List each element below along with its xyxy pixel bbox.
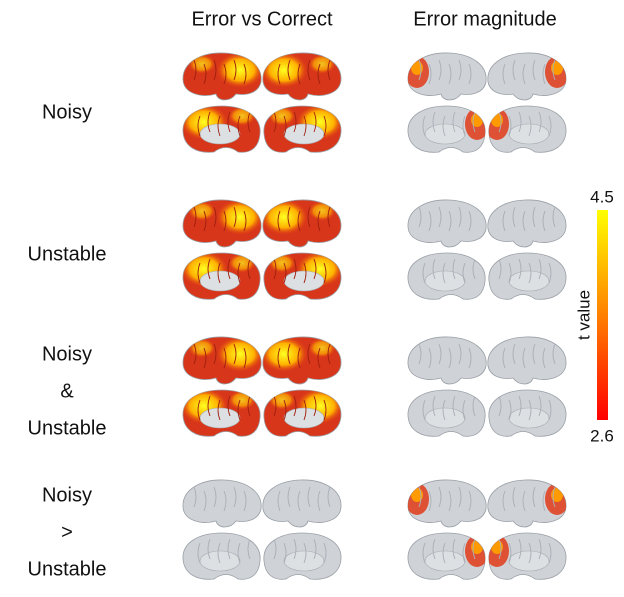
row-label: Unstable [28,243,107,265]
medial-wall [509,271,549,291]
brain [180,388,260,436]
brain [180,104,260,152]
row-label: Noisy [42,343,92,365]
brain [408,390,485,436]
medial-wall [200,408,240,428]
brain [260,52,341,100]
overlay [485,535,509,567]
figure: Error vs Correct Error magnitude Noisy Un… [0,0,624,592]
brain [405,480,486,527]
row-label: Noisy [42,484,92,506]
hot-spot [308,201,336,221]
overlay [465,108,489,140]
brain [264,533,341,579]
brain [264,251,344,299]
brain-surface [408,337,486,384]
medial-wall [284,271,324,291]
column-header: Error vs Correct [191,8,333,30]
hot-spot [308,54,336,74]
medial-wall [284,124,324,144]
colorbar-max: 4.5 [590,187,614,206]
hot-spot [216,52,264,88]
column-header: Error magnitude [413,8,556,30]
brain [264,388,344,436]
brain [408,106,489,152]
brain [488,200,566,247]
brain-surface [488,200,566,247]
brain [489,390,566,436]
brain [260,199,341,247]
brain [183,336,264,384]
brain-surface [263,480,341,527]
hot-spot [260,336,308,372]
brain-renderings [180,52,569,579]
brain [183,52,264,100]
brain [405,53,486,100]
hot-spot [188,338,216,358]
hot-spot [216,336,264,372]
brain [408,253,485,299]
medial-wall [509,408,549,428]
brain [183,533,260,579]
medial-wall [425,124,465,144]
brain [264,104,344,152]
brain [263,480,341,527]
brain [408,533,489,579]
brain [260,336,341,384]
brain [489,253,566,299]
hot-spot [260,199,308,235]
brain [408,200,486,247]
colorbar-label: t value [574,290,593,340]
row-label: Noisy [42,101,92,123]
medial-wall [284,551,324,571]
overlay [485,108,509,140]
row-label: & [60,380,74,402]
hot-spot [188,54,216,74]
row-label: Unstable [28,417,107,439]
overlay [465,535,489,567]
medial-wall [200,551,240,571]
brain [485,533,566,579]
medial-wall [284,408,324,428]
brain [488,53,569,100]
hot-spot [308,338,336,358]
brain [485,106,566,152]
row-labels: Noisy Unstable Noisy & Unstable Noisy > Unstabl… [28,101,107,580]
colorbar-min: 2.6 [590,426,614,445]
brain [183,480,261,527]
brain [408,337,486,384]
brain [488,337,566,384]
hot-spot [188,201,216,221]
colorbar [597,210,608,420]
medial-wall [509,124,549,144]
brain-surface [183,480,261,527]
row-label: > [61,521,73,543]
medial-wall [509,551,549,571]
brain [488,480,569,527]
medial-wall [200,271,240,291]
medial-wall [425,408,465,428]
medial-wall [200,124,240,144]
row-label: Unstable [28,558,107,580]
hot-spot [260,52,308,88]
medial-wall [425,271,465,291]
medial-wall [425,551,465,571]
brain-surface [488,337,566,384]
hot-spot [216,199,264,235]
brain-surface [408,200,486,247]
brain [180,251,260,299]
brain [183,199,264,247]
